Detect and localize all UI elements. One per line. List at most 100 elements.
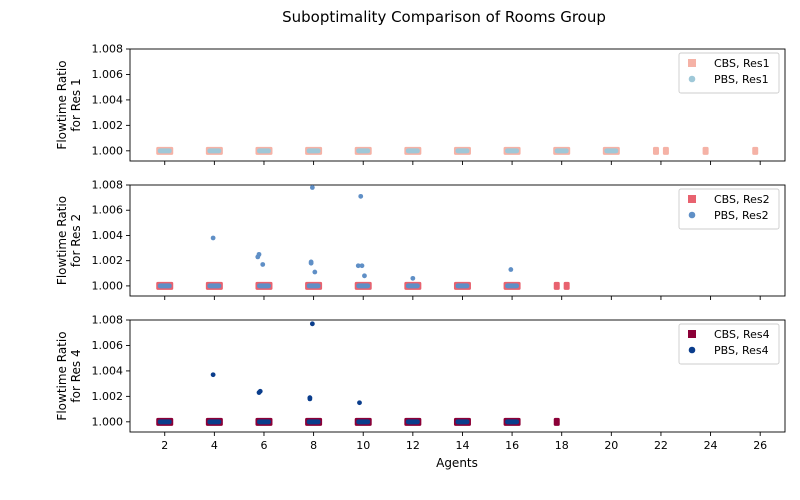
y-axis-label: Flowtime Ratiofor Res 1 xyxy=(55,60,83,149)
data-point xyxy=(359,263,365,269)
data-point xyxy=(312,269,318,275)
data-point xyxy=(255,254,261,260)
data-point xyxy=(554,148,569,154)
legend-marker xyxy=(688,330,696,338)
data-point xyxy=(455,419,470,425)
data-point xyxy=(356,148,371,154)
y-tick-label: 1.004 xyxy=(92,364,124,377)
data-point xyxy=(455,283,470,289)
x-axis-label: Agents xyxy=(436,456,478,470)
legend-label: PBS, Res1 xyxy=(714,73,769,86)
data-point xyxy=(455,148,470,154)
data-point xyxy=(260,262,266,267)
series-pbs-res2 xyxy=(157,185,520,289)
data-point xyxy=(157,283,172,289)
legend: CBS, Res4 PBS, Res4 xyxy=(678,323,780,365)
axes-frame xyxy=(129,184,786,297)
x-tick-label: 18 xyxy=(555,439,569,452)
legend-box xyxy=(678,188,780,230)
y-tick-label: 1.000 xyxy=(92,279,124,292)
legend-label: PBS, Res4 xyxy=(714,344,769,357)
data-point xyxy=(157,419,172,425)
data-point xyxy=(306,148,321,154)
legend-label: PBS, Res2 xyxy=(714,209,769,222)
y-axis-label: Flowtime Ratiofor Res 4 xyxy=(55,331,83,420)
x-tick-label: 2 xyxy=(161,439,168,452)
data-point xyxy=(358,193,364,199)
data-point xyxy=(508,267,514,272)
data-point xyxy=(752,146,759,155)
y-tick-label: 1.002 xyxy=(92,390,124,403)
data-point xyxy=(256,390,262,395)
data-point xyxy=(702,146,709,155)
legend-marker xyxy=(688,346,696,354)
y-tick-label: 1.000 xyxy=(92,415,124,428)
data-point xyxy=(553,417,560,426)
data-point xyxy=(357,400,362,406)
x-tick-label: 6 xyxy=(260,439,267,452)
data-point xyxy=(307,396,313,402)
data-point xyxy=(505,148,520,154)
data-point xyxy=(405,419,420,425)
y-axis-label: Flowtime Ratiofor Res 2 xyxy=(55,196,83,285)
data-point xyxy=(355,263,361,269)
data-point xyxy=(309,321,315,327)
legend-label: CBS, Res1 xyxy=(714,57,770,70)
series-pbs-res1 xyxy=(157,148,619,154)
y-tick-label: 1.006 xyxy=(92,339,124,352)
x-tick-label: 24 xyxy=(704,439,718,452)
x-tick-label: 20 xyxy=(604,439,618,452)
x-tick-label: 4 xyxy=(211,439,218,452)
y-axis-label-line: Flowtime Ratio xyxy=(55,60,69,149)
data-point xyxy=(563,281,570,290)
y-tick-label: 1.002 xyxy=(92,119,124,132)
data-point xyxy=(308,260,314,266)
legend-box xyxy=(678,52,780,94)
legend-label: CBS, Res4 xyxy=(714,328,770,341)
data-point xyxy=(207,148,222,154)
data-point xyxy=(604,148,619,154)
legend-marker xyxy=(688,59,696,67)
x-tick-label: 10 xyxy=(356,439,370,452)
series-pbs-res4 xyxy=(157,321,520,425)
y-axis-label-line: for Res 4 xyxy=(69,349,83,402)
data-point xyxy=(207,419,222,425)
data-point xyxy=(306,419,321,425)
data-point xyxy=(210,235,216,241)
y-tick-label: 1.008 xyxy=(92,43,124,56)
data-point xyxy=(207,283,222,289)
data-point xyxy=(652,146,659,155)
legend-marker xyxy=(688,75,696,83)
data-point xyxy=(362,273,367,279)
data-point xyxy=(505,283,520,289)
y-tick-label: 1.004 xyxy=(92,229,124,242)
y-tick-label: 1.000 xyxy=(92,144,124,157)
x-tick-label: 22 xyxy=(654,439,668,452)
data-point xyxy=(210,372,216,378)
data-point xyxy=(410,275,416,281)
y-axis-label-line: for Res 2 xyxy=(69,214,83,267)
axes-frame xyxy=(129,48,786,162)
y-axis-label-line: Flowtime Ratio xyxy=(55,196,69,285)
x-tick-label: 8 xyxy=(310,439,317,452)
x-tick-label: 16 xyxy=(505,439,519,452)
y-tick-label: 1.004 xyxy=(92,93,124,106)
data-point xyxy=(505,419,520,425)
subplot-2: 1.000 1.002 1.004 1.006 1.008 Flowtime Ratiof… xyxy=(55,179,786,300)
data-point xyxy=(356,419,371,425)
y-tick-label: 1.008 xyxy=(92,314,124,327)
x-tick-label: 14 xyxy=(455,439,469,452)
y-tick-label: 1.006 xyxy=(92,204,124,217)
data-point xyxy=(256,148,271,154)
legend-marker xyxy=(688,195,696,203)
legend-box xyxy=(678,323,780,365)
chart-title: Suboptimality Comparison of Rooms Group xyxy=(282,8,606,26)
x-tick-label: 12 xyxy=(406,439,420,452)
y-tick-label: 1.002 xyxy=(92,254,124,267)
data-point xyxy=(157,148,172,154)
data-point xyxy=(306,283,321,289)
legend: CBS, Res2 PBS, Res2 xyxy=(678,188,780,230)
